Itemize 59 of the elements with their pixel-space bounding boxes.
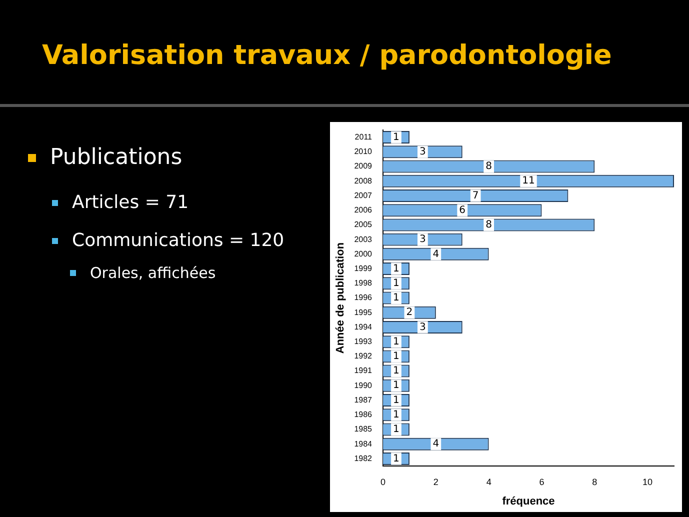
chart-title: Valorisation travaux / parodontologie [42, 40, 612, 71]
data-label: 4 [432, 438, 440, 450]
y-tick-label: 1998 [354, 278, 373, 288]
y-tick-label: 2000 [354, 249, 373, 258]
data-label: 1 [393, 394, 400, 406]
data-label: 1 [393, 380, 400, 392]
x-tick-label: 0 [380, 476, 386, 487]
data-label: 3 [419, 322, 426, 333]
x-tick-label: 8 [592, 476, 598, 487]
data-label: 1 [393, 351, 400, 362]
y-axis-title: Année de publication [334, 242, 347, 354]
data-label: 3 [419, 146, 426, 158]
y-tick-label: 1999 [354, 264, 373, 273]
y-tick-label: 2003 [354, 234, 373, 244]
y-tick-label: 1984 [354, 439, 373, 448]
data-label: 1 [393, 278, 400, 289]
data-label: 11 [522, 176, 535, 187]
x-tick-label: 6 [539, 476, 544, 487]
text: Publications [50, 145, 182, 170]
text: Orales, affichées [90, 264, 216, 282]
data-label: 6 [459, 204, 466, 216]
data-label: 1 [393, 263, 400, 274]
y-tick-label: 1993 [354, 337, 373, 346]
data-label: 1 [393, 336, 400, 348]
y-tick-label: 1996 [354, 293, 373, 302]
y-tick-label: 2006 [354, 206, 373, 215]
data-label: 8 [486, 161, 492, 172]
x-tick-label: 2 [433, 476, 438, 487]
data-label: 4 [432, 248, 440, 260]
y-tick-label: 1986 [354, 410, 373, 420]
data-label: 8 [486, 220, 492, 231]
text: Communications = 120 [72, 230, 284, 251]
x-tick-label: 4 [486, 476, 492, 487]
y-tick-label: 2005 [354, 220, 373, 230]
y-tick-label: 1995 [354, 308, 373, 317]
data-label: 1 [393, 132, 400, 143]
data-label: 1 [393, 292, 400, 304]
y-tick-label: 1991 [354, 366, 373, 376]
data-label: 7 [472, 190, 479, 202]
y-tick-label: 1987 [354, 395, 373, 404]
y-tick-label: 2011 [354, 132, 373, 142]
data-label: 1 [393, 366, 400, 377]
y-tick-label: 1994 [354, 322, 373, 332]
text: Articles = 71 [72, 192, 189, 213]
y-tick-label: 2007 [354, 190, 373, 200]
y-tick-label: 2009 [354, 162, 373, 171]
x-tick-label: 10 [642, 476, 653, 487]
data-label: 3 [419, 234, 426, 246]
data-label: 2 [406, 307, 413, 318]
y-tick-label: 2008 [354, 176, 373, 186]
data-label: 1 [393, 453, 400, 464]
y-tick-label: 1990 [354, 380, 373, 390]
y-tick-label: 1985 [354, 424, 373, 434]
y-tick-label: 2010 [354, 147, 373, 156]
x-axis-title: fréquence [502, 495, 555, 508]
y-tick-label: 1992 [354, 352, 373, 361]
data-label: 1 [393, 424, 400, 436]
y-tick-label: 1982 [354, 454, 373, 463]
data-label: 1 [393, 409, 400, 420]
